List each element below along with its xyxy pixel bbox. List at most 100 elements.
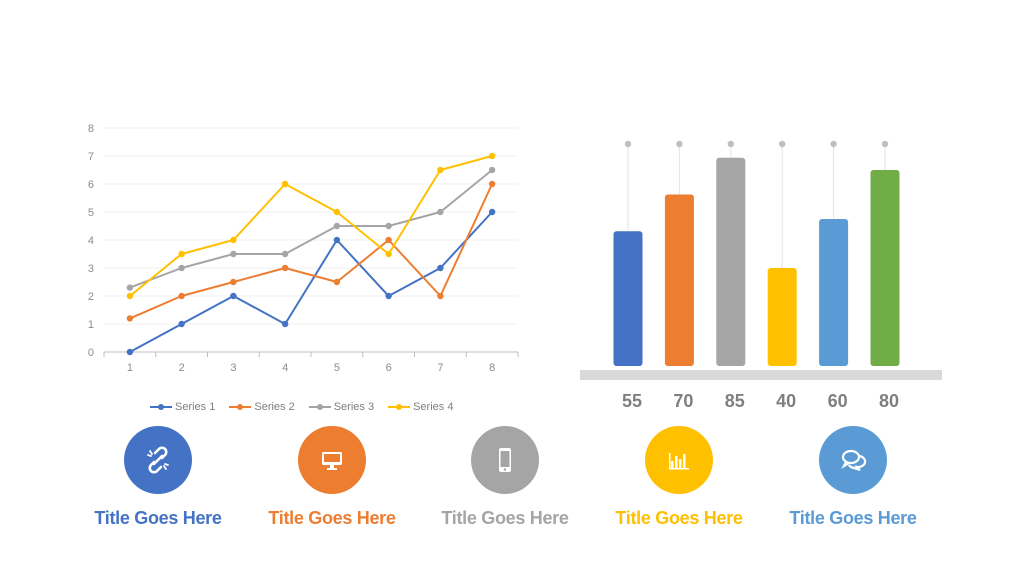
x-tick-label: 2 [179,362,185,374]
bar-value-label: 70 [673,391,693,411]
bar-value-label: 80 [879,391,899,411]
series-4-point [178,250,185,258]
feature-title: Title Goes Here [441,508,569,528]
series-2-point [333,278,341,286]
bar-pin-dot [727,140,734,148]
series-4-point [333,208,341,216]
y-tick-label: 3 [88,263,94,275]
series-1-point [437,264,444,272]
bar-pin-dot [881,140,889,148]
x-tick-label: 1 [127,362,133,374]
feature-item-1: Title Goes Here [68,426,248,529]
legend-swatch-series-4 [388,402,411,412]
x-tick-label: 5 [334,362,340,374]
y-tick-label: 4 [88,235,94,247]
series-2-point [488,180,496,188]
legend-item-series-1: Series 1 [150,401,215,413]
feature-circle [645,426,713,494]
series-3-point [230,250,237,258]
series-4-point [488,152,496,160]
legend-swatch-series-3 [308,402,331,412]
series-1-point [178,320,185,328]
line-chart: 0 1 2 3 4 5 6 7 8 1 2 3 4 5 6 7 8 [88,123,519,374]
feature-title: Title Goes Here [789,508,917,528]
series-4-point [230,236,237,244]
feature-circle [124,426,192,494]
series-2-point [385,236,392,244]
bar [664,194,694,366]
feature-circle [819,426,887,494]
series-line-1 [129,211,493,353]
bar [870,170,900,366]
series-2-point [281,264,289,272]
series-2-point [437,292,444,300]
bar [767,268,797,366]
x-tick-label: 3 [230,362,236,374]
bar [819,219,849,366]
x-tick-label: 7 [437,362,443,374]
bar-pin-dot [779,140,786,148]
y-tick-label: 6 [88,179,94,191]
bar-chart: 55 70 85 40 60 80 [580,140,942,411]
broken-link-icon [147,446,169,474]
legend-label: Series 2 [254,401,295,413]
legend-swatch-series-1 [150,402,172,412]
series-1-point [126,348,134,356]
legend-item-series-3: Series 3 [308,401,375,413]
feature-title: Title Goes Here [615,508,743,528]
bar-pin-dot [830,140,837,148]
bar-value-label: 55 [622,391,642,411]
series-1-point [385,292,392,300]
x-tick-label: 6 [386,362,392,374]
bar [716,157,746,366]
series-1-point [333,236,341,244]
y-tick-label: 8 [88,123,94,135]
monitor-icon [322,452,342,470]
feature-circle [298,426,366,494]
series-2-point [126,315,134,322]
legend-swatch-series-2 [229,402,252,412]
feature-row: Title Goes Here Title Goes Here Title Go… [0,426,1024,536]
series-3-point [126,284,134,291]
series-line-3 [129,169,493,289]
bar-value-label: 40 [776,391,796,411]
legend-label: Series 1 [175,401,216,413]
series-3-point [437,208,444,216]
feature-title: Title Goes Here [94,508,222,528]
bar-pin-dot [676,140,683,148]
series-3-point [178,264,185,272]
smartphone-icon [499,448,511,472]
series-4-point [385,250,392,258]
series-3-point [488,166,496,174]
series-4-point [437,166,444,174]
feature-item-4: Title Goes Here [589,426,769,529]
bar-value-label: 60 [828,391,848,411]
series-line-2 [129,183,494,320]
series-1-point [230,292,237,300]
series-3-point [281,250,289,258]
feature-circle [471,426,539,494]
bar [613,231,643,366]
bar-chart-icon [669,453,689,470]
y-tick-label: 0 [88,347,94,359]
bar-pin-dot [624,140,632,148]
feature-item-5: Title Goes Here [763,426,943,529]
feature-item-3: Title Goes Here [415,426,595,529]
series-2-point [178,292,185,300]
legend-label: Series 4 [413,401,454,413]
y-tick-label: 2 [88,291,94,303]
series-3-point [333,222,341,230]
y-tick-label: 1 [88,319,94,331]
series-3-point [385,222,392,230]
y-tick-label: 7 [88,151,94,163]
series-4-point [126,292,134,300]
legend-item-series-4: Series 4 [388,401,453,413]
legend-item-series-2: Series 2 [229,401,295,413]
legend-label: Series 3 [333,401,375,413]
y-tick-label: 5 [88,207,94,219]
line-chart-legend: Series 1 Series 2 Series 3 Series 4 [150,398,453,416]
bar-value-label: 85 [725,391,745,411]
series-1-point [488,208,496,216]
series-4-point [281,180,289,188]
feature-title: Title Goes Here [268,508,396,528]
